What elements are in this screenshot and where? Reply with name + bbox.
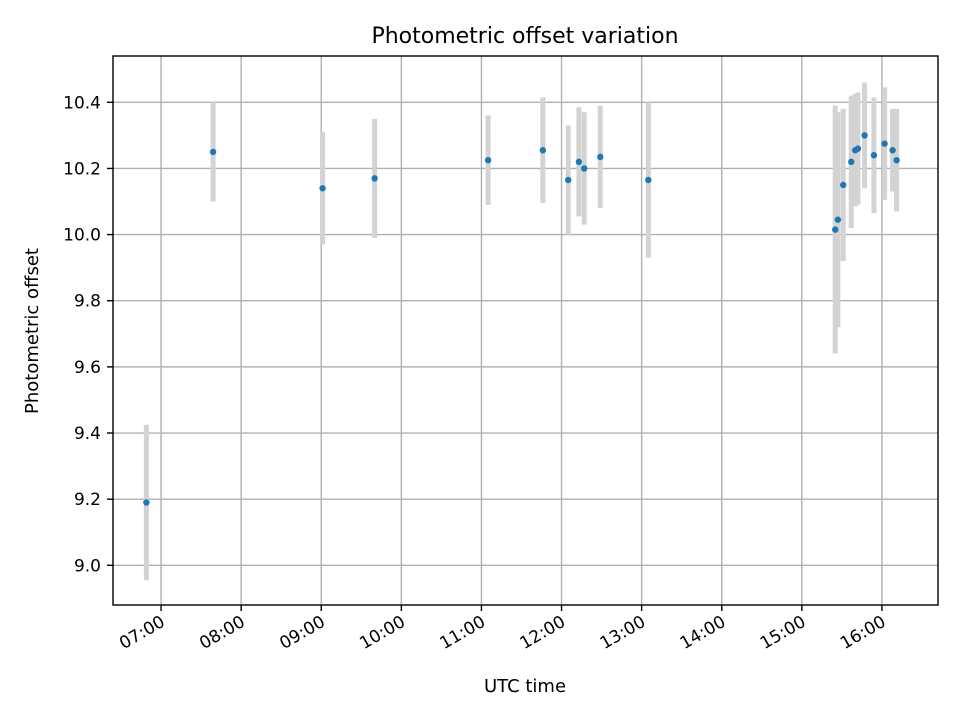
data-points [143, 132, 900, 506]
data-point [581, 165, 588, 172]
data-point [575, 158, 583, 166]
data-point [143, 499, 150, 506]
y-tick-label: 10.0 [63, 226, 101, 246]
x-tick-label: 12:00 [517, 612, 569, 654]
y-tick-label: 10.2 [63, 159, 101, 179]
data-point [209, 148, 217, 156]
data-point [645, 176, 652, 184]
chart-title: Photometric offset variation [371, 24, 678, 49]
y-axis-label: Photometric offset [22, 248, 43, 414]
x-tick-label: 11:00 [437, 612, 489, 654]
data-point [881, 140, 888, 147]
data-point [861, 132, 868, 139]
data-point [597, 153, 604, 161]
y-tick-label: 9.8 [74, 292, 101, 312]
grid [113, 56, 938, 605]
data-point [854, 145, 862, 152]
data-point [893, 156, 900, 164]
y-tick-label: 9.4 [74, 424, 101, 444]
data-point [484, 156, 492, 164]
data-point [565, 176, 572, 184]
x-axis-label: UTC time [484, 676, 566, 697]
x-tick-label: 09:00 [276, 612, 328, 654]
y-tick-label: 10.4 [63, 93, 101, 113]
data-point [848, 158, 855, 166]
data-point [832, 226, 839, 233]
data-point [870, 152, 878, 159]
data-point [371, 175, 378, 182]
data-point [539, 147, 547, 154]
error-bars [143, 82, 900, 581]
plot-frame [112, 55, 939, 606]
x-tick-label: 08:00 [196, 612, 248, 654]
x-tick-label: 07:00 [116, 612, 168, 654]
data-point [834, 216, 842, 223]
data-point [840, 181, 847, 189]
x-tick-label: 10:00 [356, 612, 408, 654]
x-tick-label: 15:00 [757, 612, 809, 654]
y-tick-label: 9.0 [74, 556, 101, 576]
y-tick-label: 9.2 [74, 490, 101, 510]
data-point [889, 147, 896, 154]
x-tick-label: 14:00 [677, 612, 729, 654]
axis-ticks: 07:00 08:00 09:00 10:00 11:00 12:00 13:00 14:00… [63, 93, 889, 654]
x-tick-label: 16:00 [837, 612, 889, 654]
data-point [319, 185, 326, 192]
y-tick-label: 9.6 [74, 358, 101, 378]
x-tick-label: 13:00 [597, 612, 649, 654]
